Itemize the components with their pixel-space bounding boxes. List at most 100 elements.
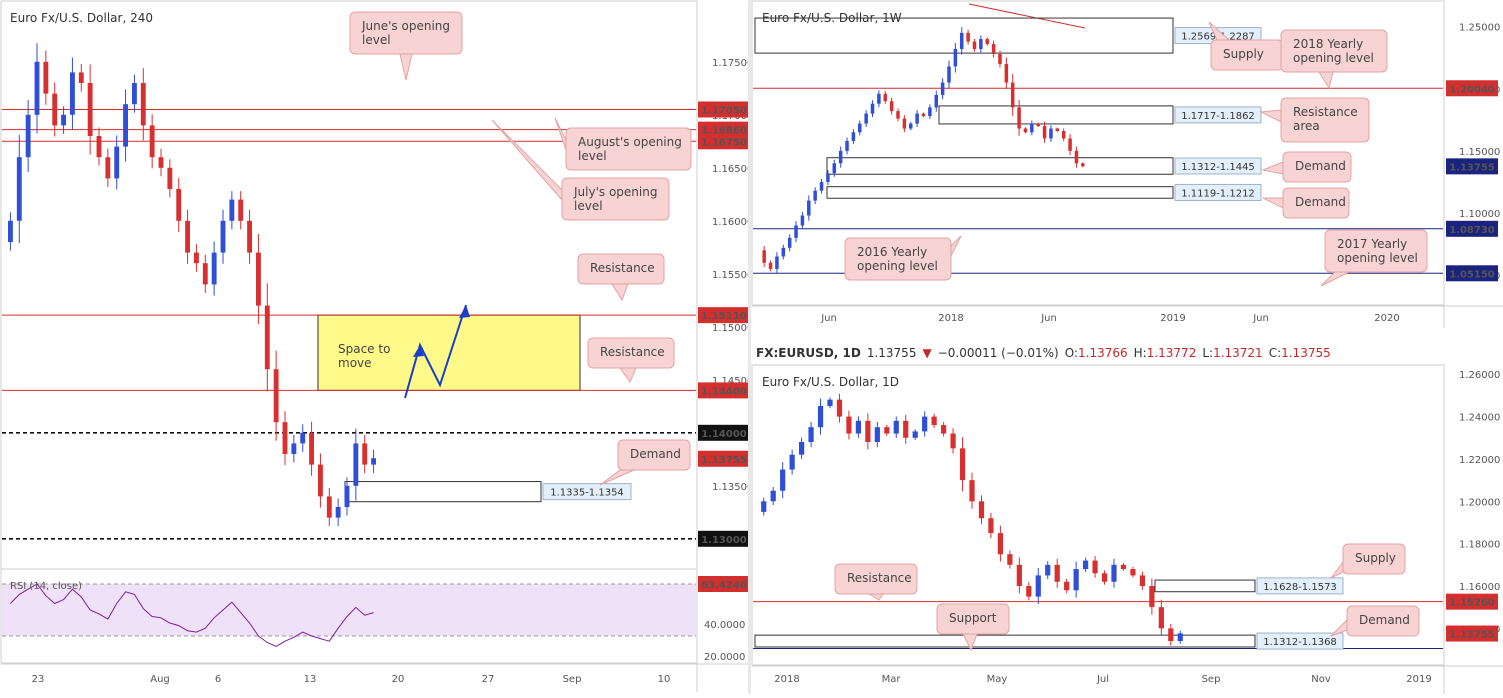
callout-july-open-text: July's opening level: [573, 185, 657, 213]
panel-divider-horizontal: [751, 328, 1503, 338]
callout-august-open: August's opening level: [554, 117, 692, 171]
header-change: −0.00011 (−0.01%): [937, 346, 1059, 360]
callout-demand-1-box: [1282, 151, 1352, 183]
h4-level-price-tag-bg: [698, 307, 750, 324]
weekly-candle: [972, 41, 977, 50]
h4-candle: [7, 220, 13, 242]
weekly-candle: [807, 200, 811, 216]
callout-july-open-box: [561, 177, 670, 221]
h4-candle: [16, 157, 22, 221]
weekly-candle: [1042, 126, 1047, 139]
callout-2018-yearly-open-text: 2018 Yearly opening level: [1293, 37, 1374, 65]
h4-candle: [238, 199, 244, 221]
callout-august-open-box: [565, 127, 692, 171]
rsi-line: [10, 583, 374, 647]
daily-x-tick: 2018: [774, 674, 799, 685]
daily-candle: [903, 420, 909, 438]
rsi-value-tag: 63.4246: [701, 580, 747, 591]
daily-candle: [1092, 560, 1098, 574]
daily-zone-label-bg: [1256, 632, 1344, 650]
daily-candle: [1111, 564, 1117, 582]
h4-y-tick: 1.14500: [712, 376, 748, 387]
callout-supply-box: [1342, 543, 1406, 575]
daily-zone-label: 1.1628-1.1573: [1263, 582, 1337, 593]
callout-demand-2-text: Demand: [1295, 195, 1346, 209]
callout-resistance-2-text: Resistance: [600, 345, 665, 359]
h4-chart-title: Euro Fx/U.S. Dollar, 240: [10, 11, 153, 25]
daily-candle: [827, 399, 833, 406]
h4-y-tick: 1.15500: [712, 270, 748, 281]
weekly-zone: [826, 157, 1174, 175]
callout-2017-yearly-open-text: 2017 Yearly opening level: [1337, 237, 1418, 265]
daily-y-tick: 1.18000: [1459, 540, 1500, 551]
weekly-candle: [1023, 128, 1028, 133]
h4-chart: Euro Fx/U.S. Dollar, 240 Space to move 1.…: [0, 0, 753, 692]
callout-2016-yearly-open-text: 2016 Yearly opening level: [857, 245, 938, 273]
daily-x-tick: Mar: [882, 674, 902, 685]
daily-candle: [817, 406, 824, 428]
h4-candle: [202, 263, 208, 285]
h4-x-tick: 20: [392, 674, 405, 685]
space-to-move-box: [317, 314, 581, 391]
daily-candle: [1054, 564, 1060, 582]
daily-current-price-tag-bg: [1446, 625, 1498, 642]
weekly-candle: [1068, 138, 1072, 151]
callout-supply-text: Supply: [1223, 47, 1264, 61]
rsi-band: [2, 584, 696, 636]
daily-y-tick: 1.24000: [1459, 413, 1500, 424]
daily-candle: [780, 469, 786, 491]
weekly-x-tick: 2020: [1374, 313, 1399, 324]
weekly-candle: [991, 44, 996, 54]
weekly-candle: [794, 225, 798, 238]
daily-zone-label-bg: [1256, 577, 1344, 595]
weekly-candle: [940, 82, 945, 95]
h4-candle: [25, 114, 31, 158]
daily-candle: [1158, 607, 1164, 629]
daily-candle: [1101, 573, 1108, 582]
callout-resistance-area-box: [1280, 97, 1370, 143]
daily-candle: [912, 431, 918, 438]
weekly-level-price-tag-bg: [1446, 265, 1498, 282]
h4-y-tick: 1.17500: [712, 58, 748, 69]
h4-x-tick: 6: [215, 674, 221, 685]
daily-candle: [808, 427, 814, 442]
h4-candle: [282, 422, 288, 454]
h4-candle: [185, 220, 191, 253]
callout-2017-yearly-open: 2017 Yearly opening level: [1320, 229, 1428, 287]
callout-resistance-box: [834, 563, 918, 595]
h4-level-price-tag-bg: [698, 424, 750, 441]
weekly-candle: [877, 93, 881, 104]
header-close: C:1.13755: [1268, 346, 1331, 360]
weekly-y-tick: 1.25000: [1459, 23, 1500, 34]
callout-july-open: July's opening level: [491, 119, 670, 221]
h4-candle: [52, 93, 58, 126]
callout-resistance-2: Resistance: [587, 337, 675, 384]
h4-candle: [335, 507, 341, 518]
daily-level-price-tag: 1.15260: [1449, 598, 1495, 609]
daily-candle: [789, 454, 795, 470]
daily-chart-title: Euro Fx/U.S. Dollar, 1D: [762, 375, 899, 389]
h4-candle: [61, 114, 67, 126]
h4-candle: [344, 485, 350, 507]
h4-current-price-tag: 1.13755: [701, 455, 747, 466]
weekly-candle: [819, 181, 824, 191]
h4-zone-label: 1.1335-1.1354: [550, 488, 624, 499]
h4-level-price-tag-bg: [698, 133, 750, 150]
h4-chart-panel: Euro Fx/U.S. Dollar, 240 Space to move 1.…: [0, 0, 753, 694]
symbol-label: FX:EURUSD, 1D: [756, 346, 861, 360]
weekly-zone: [754, 17, 1174, 54]
h4-candle: [114, 146, 120, 179]
daily-x-tick: May: [987, 674, 1008, 685]
h4-x-tick: Sep: [563, 674, 582, 685]
h4-level-price-tag: 1.15110: [701, 311, 747, 322]
weekly-x-tick: Jun: [1040, 313, 1057, 324]
weekly-candle: [889, 101, 894, 112]
header-low: L:1.13721: [1202, 346, 1263, 360]
daily-candle: [959, 448, 966, 481]
callout-june-open: June's opening level: [349, 11, 463, 81]
weekly-chart: Euro Fx/U.S. Dollar, 1W 1.2569-1.22871.1…: [751, 0, 1503, 328]
daily-candle: [931, 416, 937, 426]
callout-resistance-1-box: [577, 253, 665, 285]
callout-demand-2: Demand: [1262, 187, 1350, 219]
weekly-candle: [909, 123, 913, 129]
